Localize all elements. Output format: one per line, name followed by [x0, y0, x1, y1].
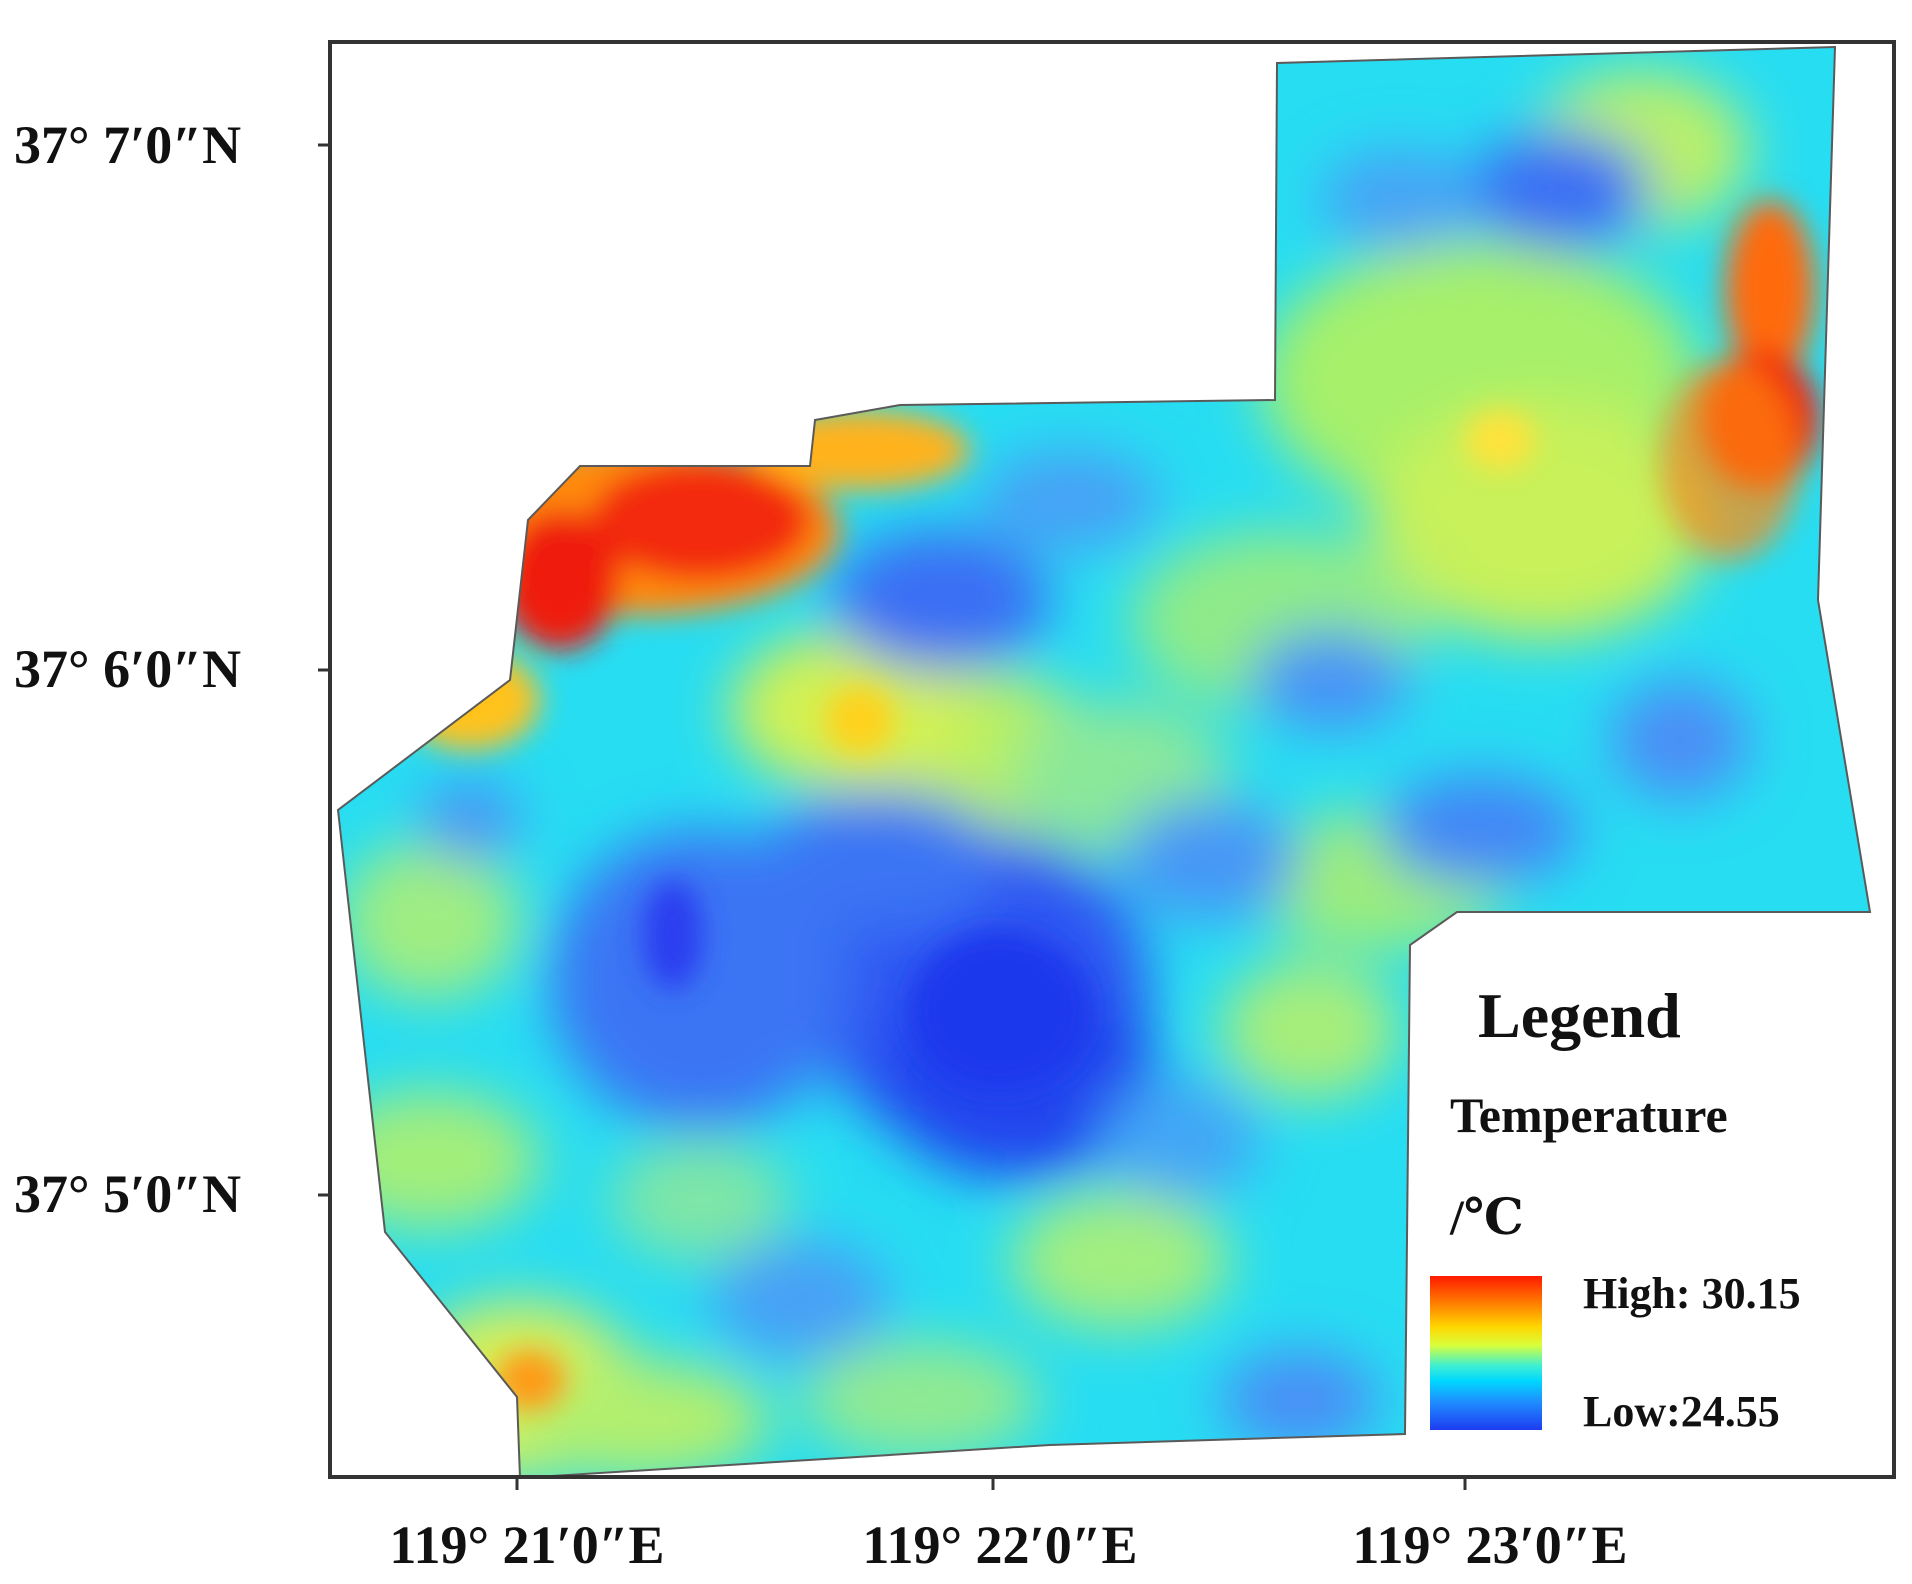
lat-label-37-7: 37° 7′0″N: [14, 115, 242, 175]
axis-ticks: [318, 143, 1467, 1490]
lon-label-119-21: 119° 21′0″E: [389, 1515, 665, 1575]
legend-low-label: Low:24.55: [1583, 1387, 1780, 1436]
lat-label-37-6: 37° 6′0″N: [14, 639, 242, 699]
region-outline: [336, 45, 1872, 1480]
legend-color-ramp: [1430, 1276, 1542, 1430]
legend-title: Legend: [1478, 980, 1681, 1051]
lat-label-37-5: 37° 5′0″N: [14, 1164, 242, 1224]
legend-layer-name: Temperature: [1450, 1087, 1728, 1143]
legend-high-label: High: 30.15: [1583, 1269, 1801, 1318]
legend-unit: /℃: [1450, 1189, 1524, 1245]
lon-label-119-22: 119° 22′0″E: [862, 1515, 1138, 1575]
map-frame: [328, 40, 1896, 1479]
lon-label-119-23: 119° 23′0″E: [1352, 1515, 1628, 1575]
